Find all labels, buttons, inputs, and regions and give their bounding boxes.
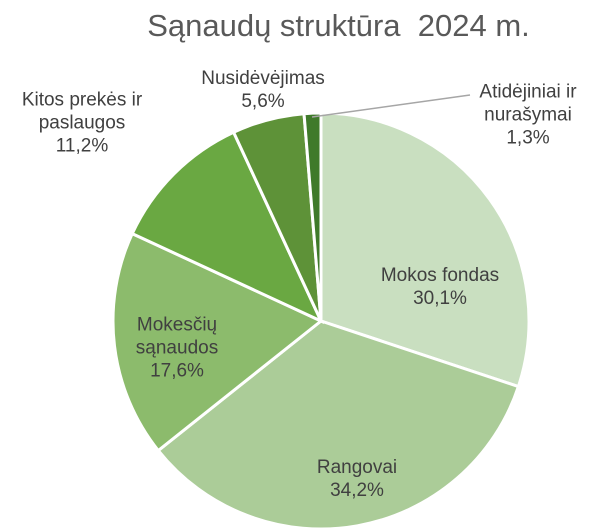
chart-title: Sąnaudų struktūra 2024 m. [147, 8, 530, 43]
value-label: 5,6% [241, 91, 285, 112]
pie-slice [319, 111, 531, 389]
category-label: Rangovai [316, 457, 398, 478]
value-label: 30,1% [413, 288, 467, 309]
data-label: Mokos fondas 30,1% [360, 264, 520, 310]
value-label: 17,6% [150, 360, 204, 382]
category-label: Kitos prekės ir paslaugos [21, 89, 143, 134]
data-label: Kitos prekės ir paslaugos 11,2% [12, 89, 152, 158]
data-label: Nusidėvėjimas 5,6% [183, 67, 343, 113]
data-label: Rangovai 34,2% [277, 456, 437, 502]
value-label: 11,2% [55, 135, 109, 157]
pie-slice [130, 130, 325, 325]
pie-slice [156, 319, 521, 529]
category-label: Mokos fondas [380, 265, 500, 286]
data-label: Atidėjiniai ir nurašymai 1,3% [463, 81, 593, 150]
value-label: 34,2% [330, 480, 384, 501]
category-label: Mokesčių sąnaudos [135, 314, 219, 359]
leader-line [311, 94, 471, 118]
category-label: Atidėjiniai ir nurašymai [479, 81, 577, 126]
pie-slice [111, 231, 324, 453]
data-label: Mokesčių sąnaudos 17,6% [122, 314, 232, 383]
value-label: 1,3% [506, 127, 550, 149]
pie-slice [302, 111, 323, 322]
category-label: Nusidėvėjimas [201, 68, 325, 89]
